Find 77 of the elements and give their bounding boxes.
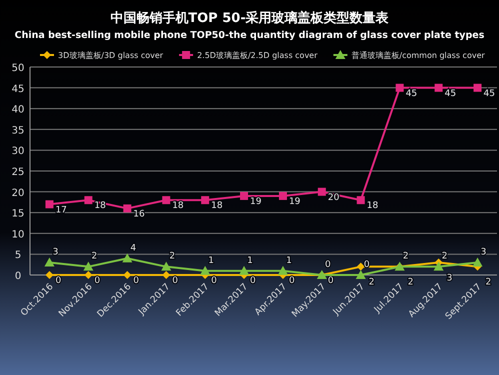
chart-subtitle: China best-selling mobile phone TOP50-the quantity diagram of glass cover plate types [14,30,485,41]
data-label: 2 [92,252,98,262]
point [356,270,366,279]
data-label: 2 [169,252,176,262]
point [162,196,170,204]
y-tick-label: 5 [14,250,22,262]
point [318,188,326,196]
y-tick-label: 40 [12,104,24,116]
data-label: 1 [286,256,292,266]
data-label: 0 [55,276,62,286]
point [472,258,483,267]
point [84,271,92,279]
point [122,253,132,262]
point [356,262,365,271]
data-label: 0 [133,276,140,286]
data-label: 45 [444,88,456,99]
y-tick-label: 30 [12,146,24,158]
y-tick-label: 50 [12,63,24,74]
data-label: 0 [172,276,178,286]
data-label: 18 [172,201,184,212]
data-label: 17 [55,205,67,216]
data-label: 20 [328,192,340,203]
point [278,266,288,275]
y-tick-label: 15 [12,208,24,220]
y-tick-label: 20 [12,188,24,199]
data-label: 3 [480,248,486,258]
data-label: 19 [250,196,262,207]
data-label: 45 [484,88,495,99]
point [45,200,54,208]
data-label: 16 [133,209,146,220]
point [434,262,444,271]
legend-label: 3D玻璃盖板/3D glass cover [58,51,164,60]
point [396,84,404,92]
y-tick-label: 35 [12,125,24,136]
data-label: 3 [52,248,58,258]
data-label: 0 [288,276,295,286]
y-tick-label: 45 [12,84,24,95]
data-label: 0 [325,260,332,270]
point [201,196,210,204]
data-label: 0 [211,276,218,286]
data-label: 45 [406,88,418,99]
y-tick-label: 10 [12,229,24,240]
point [200,266,210,275]
legend-label: 普通玻璃盖板/common glass cover [351,51,486,60]
point [240,192,248,200]
data-label: 1 [208,256,214,266]
data-label: 2 [368,278,375,288]
data-label: 2 [486,278,492,288]
point [239,266,250,275]
point [356,196,365,204]
data-label: 4 [130,243,136,254]
data-label: 18 [94,201,106,212]
y-tick-label: 0 [14,271,22,282]
data-label: 18 [366,201,379,212]
point [44,258,54,267]
data-label: 2 [442,252,448,262]
data-label: 0 [250,276,256,286]
data-label: 18 [211,201,223,212]
point [434,84,443,92]
point [162,271,170,279]
data-label: 19 [288,196,301,207]
point [278,192,287,200]
point [84,196,92,204]
point [83,262,94,271]
point [123,204,132,212]
data-label: 2 [402,252,409,262]
data-label: 1 [247,256,253,266]
data-label: 0 [328,276,334,286]
point [161,262,172,271]
point [123,271,132,279]
point [474,84,482,92]
data-label: 0 [94,276,100,286]
chart-title: 中国畅销手机TOP 50-采用玻璃盖板类型数量表 [110,10,390,26]
legend-label: 2.5D玻璃盖板/2.5D glass cover [197,51,318,60]
data-label: 3 [446,274,452,284]
point [45,271,54,279]
y-tick-label: 25 [12,167,24,178]
